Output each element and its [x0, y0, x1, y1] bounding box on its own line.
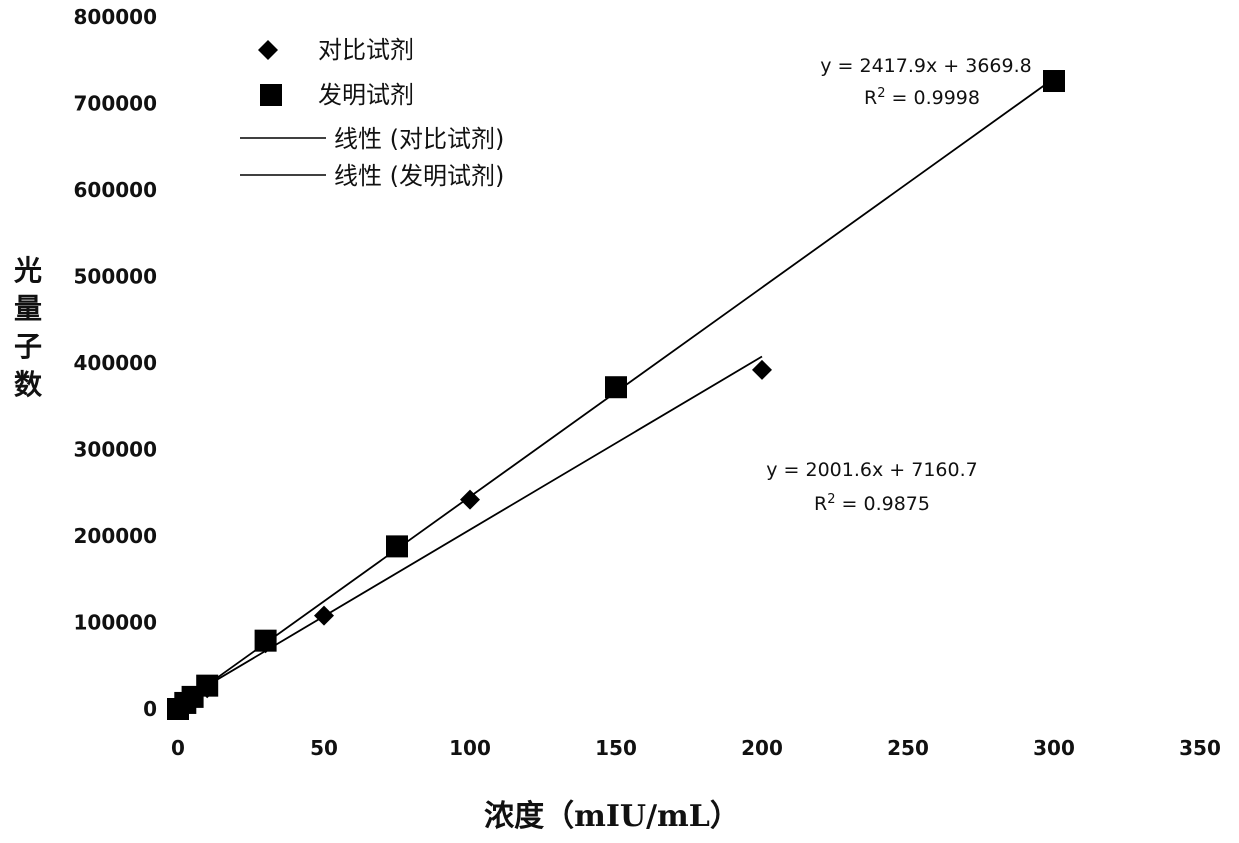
y-axis-label: 光量子数 — [13, 254, 43, 401]
equation-trendline-2: y = 2417.9x + 3669.8 — [820, 55, 1031, 77]
x-tick-label: 100 — [449, 736, 491, 760]
data-point-square — [386, 535, 408, 557]
y-tick-label: 500000 — [74, 265, 158, 289]
y-axis-label-char: 子 — [14, 330, 42, 363]
y-axis-ticks: 0 100000 200000 300000 400000 500000 600000 700… — [74, 5, 158, 721]
y-axis-label-char: 数 — [14, 368, 43, 401]
legend-diamond-marker — [258, 40, 278, 60]
y-tick-label: 800000 — [74, 5, 158, 29]
y-axis-label-char: 光 — [13, 254, 42, 287]
x-tick-label: 200 — [741, 736, 783, 760]
y-tick-label: 600000 — [74, 178, 158, 202]
x-axis-label: 浓度（mIU/mL） — [484, 799, 740, 834]
data-point-diamond — [314, 606, 334, 626]
y-axis-label-char: 量 — [14, 292, 42, 325]
y-tick-label: 200000 — [74, 524, 158, 548]
legend-label-trendline-1: 线性 (对比试剂) — [334, 125, 504, 153]
r2-trendline-2: R2 = 0.9998 — [864, 86, 980, 110]
legend: 对比试剂 发明试剂 线性 (对比试剂) 线性 (发明试剂) — [240, 36, 504, 190]
data-point-diamond — [752, 360, 772, 380]
legend-square-marker — [260, 84, 282, 106]
x-tick-label: 150 — [595, 736, 637, 760]
trendline-equations: y = 2417.9x + 3669.8 R2 = 0.9998 y = 200… — [766, 55, 1031, 515]
r2-value-1: = 0.9875 — [836, 493, 930, 515]
data-point-square — [605, 376, 627, 398]
data-point-square — [255, 630, 277, 652]
legend-label-trendline-2: 线性 (发明试剂) — [334, 162, 504, 190]
r2-trendline-1: R2 = 0.9875 — [814, 492, 930, 516]
y-tick-label: 0 — [143, 697, 157, 721]
r2-value-2: = 0.9998 — [886, 87, 980, 109]
y-tick-label: 700000 — [74, 92, 158, 116]
data-point-square — [1043, 70, 1065, 92]
y-tick-label: 300000 — [74, 438, 158, 462]
x-tick-label: 300 — [1033, 736, 1075, 760]
x-tick-label: 350 — [1179, 736, 1221, 760]
data-point-square — [196, 675, 218, 697]
y-tick-label: 400000 — [74, 351, 158, 375]
legend-label-series-1: 对比试剂 — [318, 36, 414, 64]
equation-trendline-1: y = 2001.6x + 7160.7 — [766, 459, 977, 481]
legend-label-series-2: 发明试剂 — [318, 81, 414, 109]
r2-symbol-1: R — [814, 493, 827, 515]
x-tick-label: 250 — [887, 736, 929, 760]
x-tick-label: 0 — [171, 736, 185, 760]
r2-symbol-2: R — [864, 87, 877, 109]
y-tick-label: 100000 — [74, 611, 158, 635]
x-tick-label: 50 — [310, 736, 338, 760]
x-axis-ticks: 0 50 100 150 200 250 300 350 — [171, 736, 1221, 760]
